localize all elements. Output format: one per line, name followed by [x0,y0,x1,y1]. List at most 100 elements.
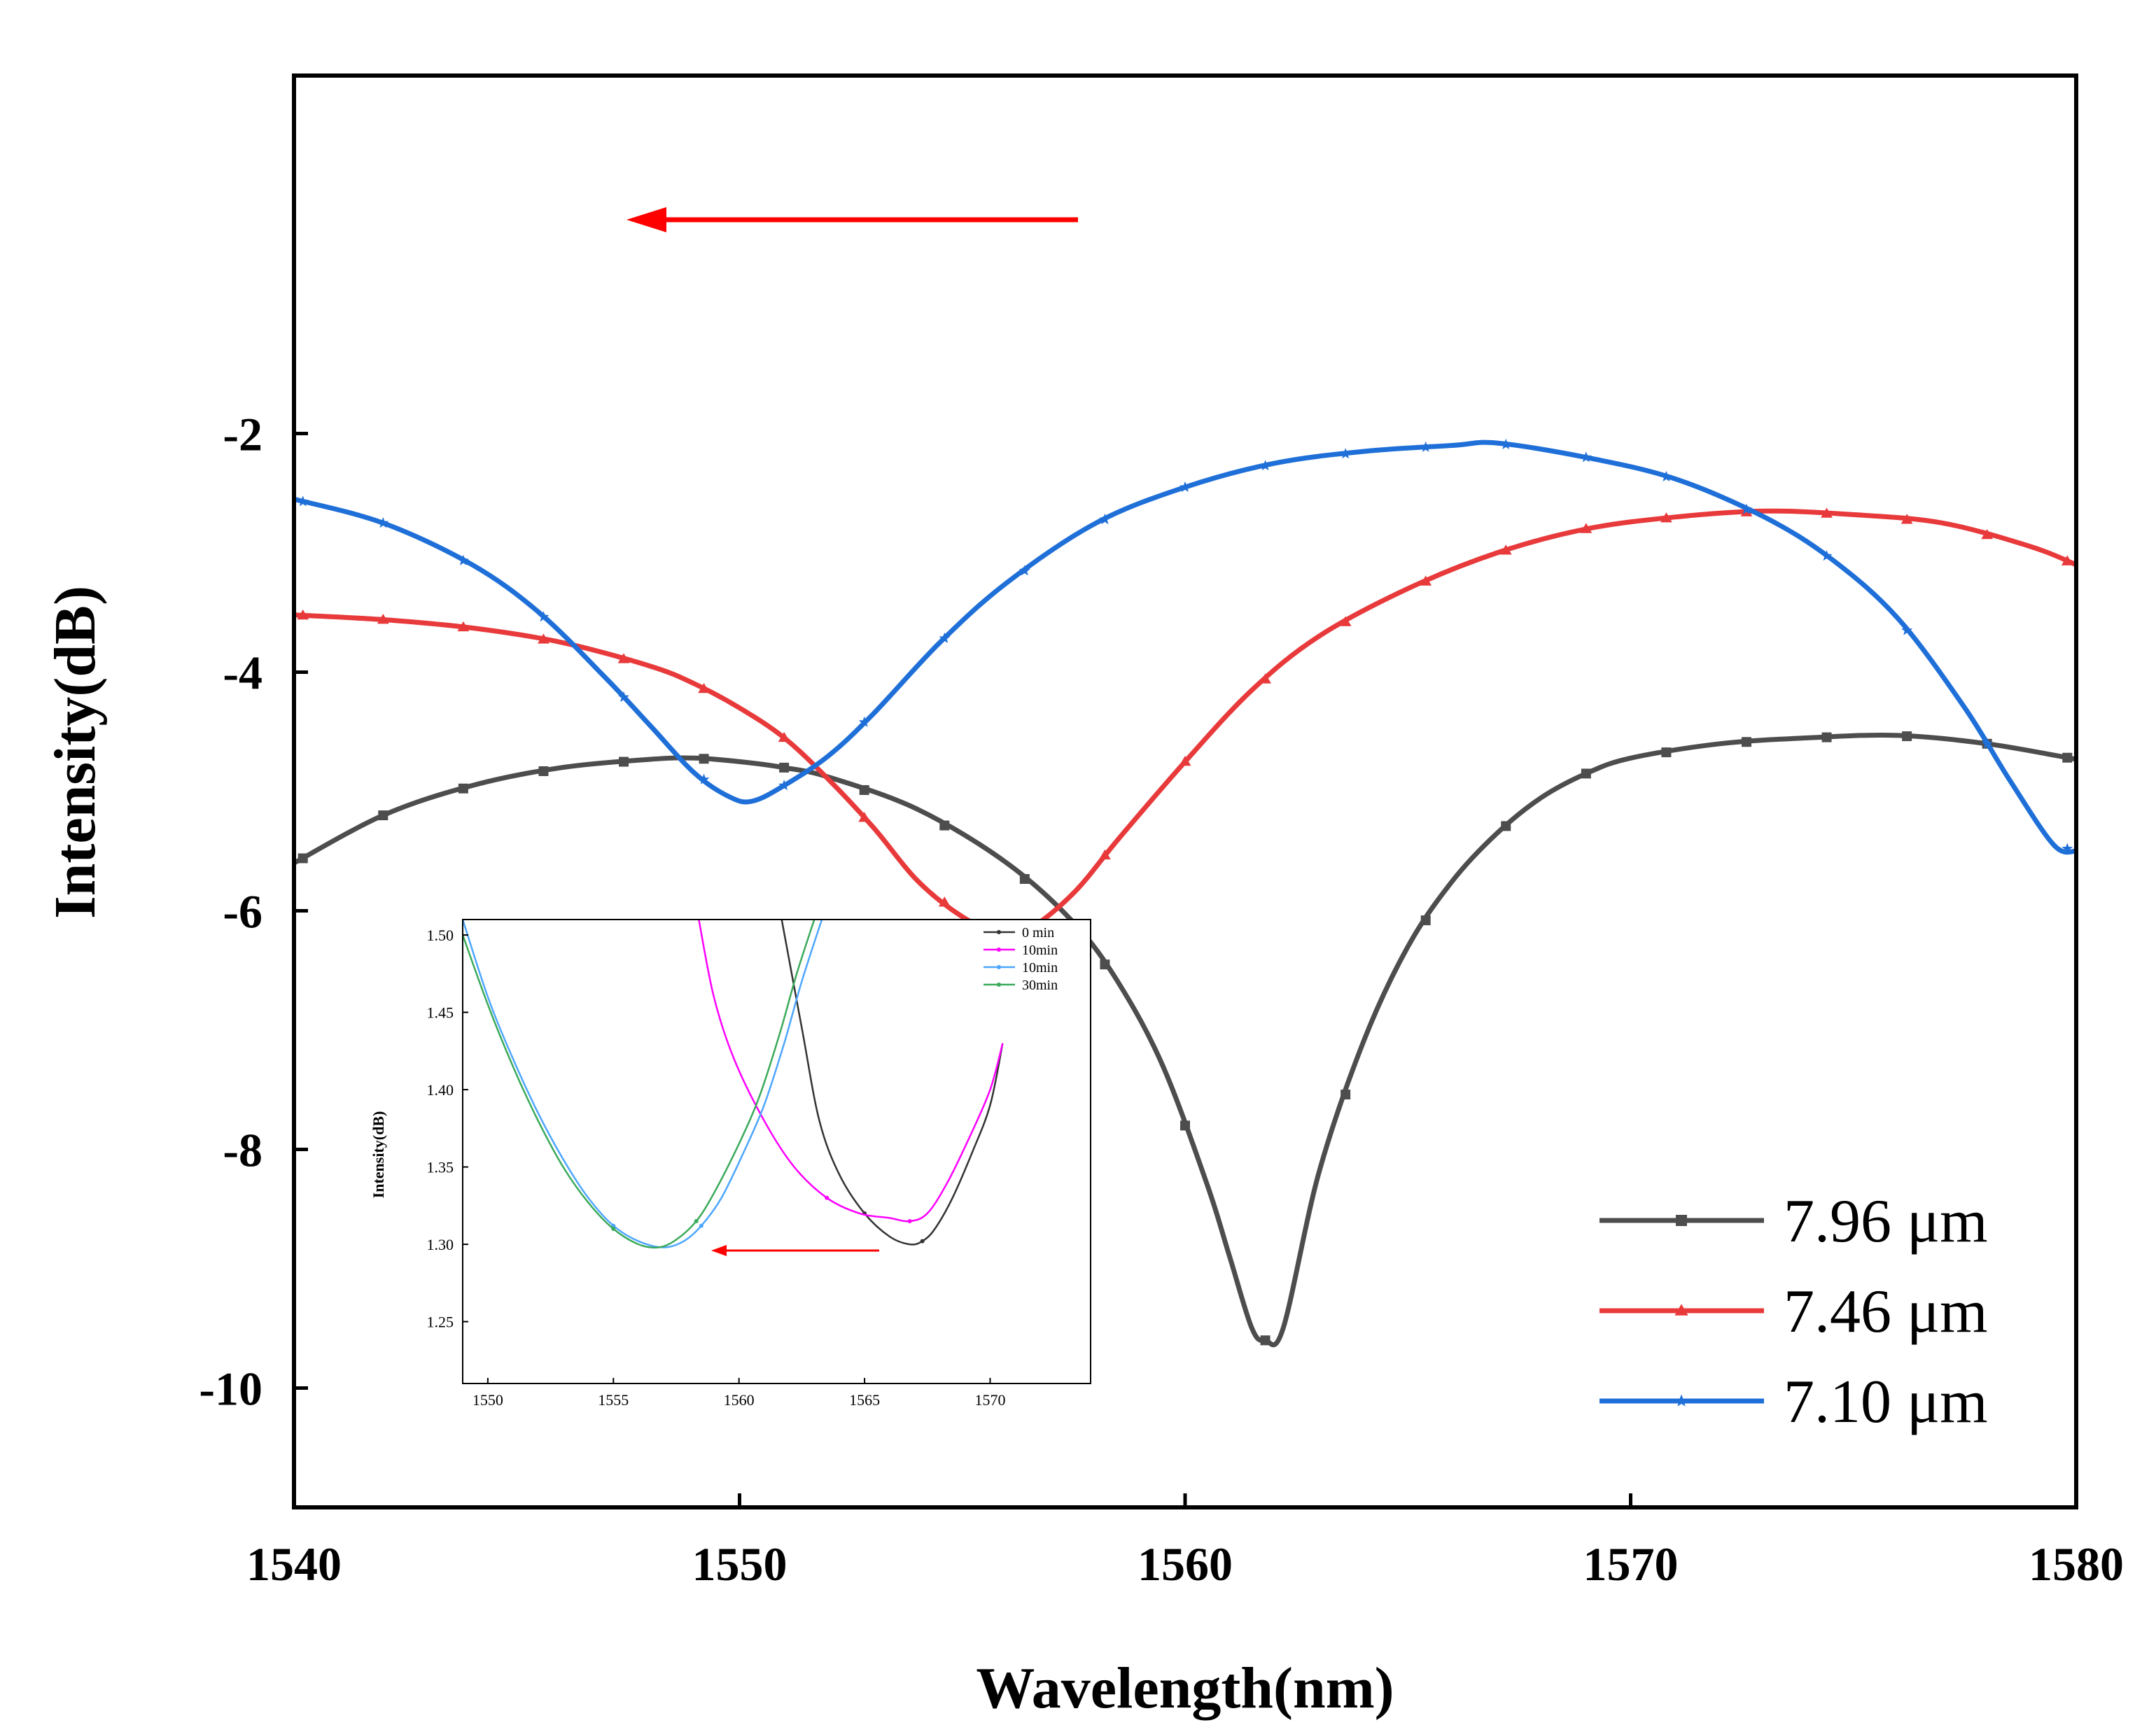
main-y-tick-label: -2 [223,408,262,461]
inset-y-tick-label: 1.25 [427,1314,454,1331]
main-series-2-point [1660,470,1672,481]
inset-x-ticks: 1550 1555 1560 1565 1570 [472,1378,1005,1409]
main-series-1-point [938,896,951,907]
inset-x-tick-label: 1560 [724,1391,755,1409]
inset-chart: 1550 1555 1560 1565 1570 1.25 1.30 1.35 1.40 1.4… [370,919,1091,1409]
main-series-2-point [1018,565,1030,576]
main-series-0-point [859,784,869,795]
main-legend-label-1: 7.46 μm [1784,1278,1988,1346]
main-legend-marker-0 [1676,1215,1687,1226]
main-series-2-point [618,691,629,703]
inset-plot-frame [462,919,1091,1384]
inset-shift-arrow-head-icon [711,1245,727,1256]
main-series-2-point [939,632,951,643]
main-y-tick-label: -8 [223,1124,262,1177]
main-series-2-point [858,716,870,727]
main-series-1-point [377,614,389,624]
inset-shift-arrow [711,1245,879,1256]
main-y-ticks: -10 -8 -6 -4 -2 [199,408,308,1416]
inset-series-line-0 [780,920,1004,1246]
main-shift-arrow [626,207,1078,232]
main-x-tick-label: 1570 [1583,1537,1679,1591]
main-series-1-point [1420,575,1432,586]
inset-legend-marker-3 [997,983,1001,987]
main-series-2-point [1340,448,1352,459]
main-series-0-point [2062,752,2073,763]
main-legend-label-0: 7.96 μm [1784,1188,1988,1255]
main-series-0-point [1180,1120,1190,1131]
inset-series-1-point [825,1195,830,1200]
main-x-tick-label: 1550 [692,1537,788,1591]
main-series-2-point [1099,513,1111,525]
main-series-1-point [1099,849,1111,860]
main-series-1-point [1981,529,1994,540]
inset-y-tick-label: 1.45 [427,1004,454,1022]
main-series-1-point [457,621,470,632]
inset-x-tick-label: 1555 [598,1391,629,1409]
main-series-0-point [939,820,950,831]
inset-legend-marker-0 [997,930,1001,934]
main-series-2-point [2062,843,2073,854]
inset-y-ticks: 1.25 1.30 1.35 1.40 1.45 1.50 [427,927,468,1331]
main-x-axis-label: Wavelength(nm) [976,1656,1394,1721]
inset-series-0-point [920,1239,925,1244]
main-series-2-point [1500,438,1512,449]
main-series-1-point [1339,616,1352,626]
inset-series-line-3 [463,920,816,1249]
inset-series-line-1 [698,920,1004,1223]
main-y-tick-label: -4 [223,647,262,700]
main-series-1-point [1499,544,1512,555]
main-series-line-1 [294,508,2076,936]
main-series-0-point [699,754,709,764]
main-series-1-point [1821,507,1833,518]
inset-legend-marker-2 [997,965,1001,969]
main-series-2-point [1259,460,1271,471]
main-legend-label-2: 7.10 μm [1784,1368,1988,1436]
inset-legend-label-1: 10min [1022,943,1058,958]
main-series-2-point [1180,481,1191,492]
main-series-1-point [297,609,309,620]
main-series-1-point [617,653,630,663]
main-series-0-point [1902,731,1912,742]
main-series-0-point [1661,747,1672,758]
main-series-1-point [1259,673,1271,684]
main-series-1-point [1660,512,1672,523]
main-series-0-point [1340,1090,1351,1100]
inset-y-tick-label: 1.50 [427,927,454,944]
main-series-0-point [1420,915,1431,926]
main-series-1-point [858,812,871,822]
main-series-0-point [1821,732,1832,742]
main-series-1-point [1179,755,1191,766]
main-series-0-point [1019,874,1030,885]
main-series-2-point [1901,624,1913,635]
main-series-1-point [538,633,550,644]
main-series-2-point [1420,441,1432,452]
main-series-2-point [297,495,309,507]
inset-series-line-2 [463,920,823,1248]
main-series-2-point [1821,550,1833,561]
main-x-tick-label: 1560 [1138,1537,1233,1591]
main-shift-arrow-head-icon [626,207,666,232]
main-x-tick-label: 1540 [246,1537,342,1591]
main-series-group [294,438,2076,1348]
main-series-2-point [1981,738,1993,749]
inset-series-3-point [694,1218,699,1223]
inset-series-2-point [699,1223,704,1228]
main-series-2-point [377,517,389,528]
main-legend: 7.96 μm 7.46 μm 7.10 μm [1600,1188,1988,1436]
main-series-2-point [1741,503,1752,514]
main-y-tick-label: -6 [223,885,262,938]
inset-y-tick-label: 1.30 [427,1236,454,1253]
main-series-0-point [1741,737,1751,747]
inset-legend: 0 min 10min 10min 30min [983,925,1058,993]
inset-y-tick-label: 1.35 [427,1159,454,1176]
inset-plot-area [463,920,1091,1384]
main-series-line-0 [294,732,2076,1348]
main-y-tick-label: -10 [199,1363,262,1416]
main-legend-marker-2 [1674,1394,1688,1407]
main-series-2-point [457,554,469,565]
inset-series-3-point [611,1227,616,1231]
inset-series-group [463,920,1004,1249]
main-x-tick-label: 1580 [2029,1537,2124,1591]
inset-series-2-point [611,1223,616,1228]
